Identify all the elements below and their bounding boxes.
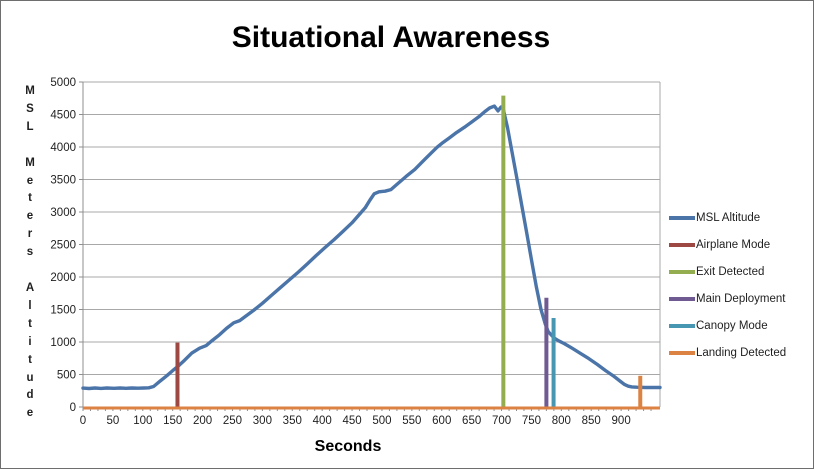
y-tick-label: 2000 [50,272,76,284]
legend-item: Exit Detected [669,258,811,285]
x-tick-label: 900 [612,415,631,427]
legend-label: Main Deployment [696,292,786,305]
legend-swatch-icon [669,296,695,301]
x-tick-label: 650 [462,415,481,427]
y-tick-label: 1500 [50,305,76,317]
y-tick-label: 1000 [50,337,76,349]
chart-title: Situational Awareness [231,21,551,54]
x-tick-label: 400 [313,415,332,427]
x-tick-label: 150 [163,415,182,427]
x-tick-label: 300 [253,415,272,427]
y-tick-label: 500 [57,370,76,382]
legend-swatch-icon [669,269,695,274]
x-tick-label: 800 [552,415,571,427]
legend-label: Airplane Mode [696,238,771,251]
x-tick-label: 0 [80,415,86,427]
legend-swatch-icon [669,323,695,328]
y-tick-label: 5000 [50,77,76,89]
x-tick-label: 50 [106,415,119,427]
y-tick-label: 4000 [50,142,76,154]
y-tick-label: 2500 [50,240,76,252]
legend-label: Exit Detected [696,265,765,278]
y-axis-title: M S L M e t e r s A l t i t u d e [25,85,35,420]
y-tick-label: 3000 [50,207,76,219]
legend-item: Canopy Mode [669,312,811,339]
legend-label: Canopy Mode [696,319,768,332]
legend-label: MSL Altitude [696,211,761,224]
x-tick-label: 450 [342,415,361,427]
legend: MSL Altitude Airplane Mode Exit Detected Ma… [669,204,811,366]
x-axis-title: Seconds [314,438,382,455]
y-tick-label: 3500 [50,175,76,187]
legend-item: MSL Altitude [669,204,811,231]
x-tick-label: 700 [492,415,511,427]
x-tick-label: 350 [283,415,302,427]
x-tick-label: 550 [402,415,421,427]
legend-swatch-icon [669,215,695,220]
y-tick-label: 4500 [50,110,76,122]
x-tick-label: 500 [372,415,391,427]
legend-item: Airplane Mode [669,231,811,258]
legend-swatch-icon [669,242,695,247]
x-tick-label: 200 [193,415,212,427]
legend-item: Landing Detected [669,339,811,366]
legend-swatch-icon [669,350,695,355]
x-tick-label: 100 [133,415,152,427]
x-tick-label: 750 [522,415,541,427]
y-tick-label: 0 [70,402,76,414]
legend-label: Landing Detected [696,346,787,359]
x-tick-label: 850 [582,415,601,427]
msl-altitude-line [81,104,662,391]
legend-item: Main Deployment [669,285,811,312]
x-tick-label: 250 [223,415,242,427]
x-tick-label: 600 [432,415,451,427]
